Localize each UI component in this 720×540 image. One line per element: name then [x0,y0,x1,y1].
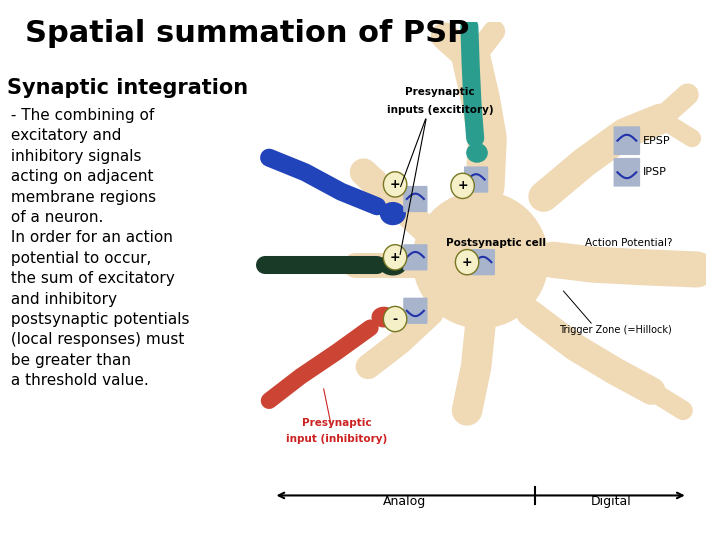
Ellipse shape [379,254,406,275]
Text: EPSP: EPSP [643,136,670,146]
Text: +: + [390,251,400,264]
Text: Digital: Digital [590,495,631,508]
Text: Postsynaptic cell: Postsynaptic cell [446,238,546,248]
Circle shape [456,249,479,275]
Text: +: + [457,179,468,192]
Circle shape [384,172,407,197]
Text: Analog: Analog [382,495,426,508]
Ellipse shape [372,307,395,327]
Text: -: - [392,313,397,326]
FancyBboxPatch shape [403,186,428,212]
Text: Synaptic integration: Synaptic integration [7,78,248,98]
Text: - The combining of
 excitatory and
 inhibitory signals
 acting on adjacent
 memb: - The combining of excitatory and inhibi… [6,108,189,388]
Circle shape [384,306,407,332]
Text: +: + [462,255,472,269]
Text: inputs (excititory): inputs (excititory) [387,105,493,115]
Text: Action Potential?: Action Potential? [585,238,673,248]
Text: Trigger Zone (=Hillock): Trigger Zone (=Hillock) [559,325,672,335]
Circle shape [451,173,474,199]
Text: Presynaptic: Presynaptic [405,87,475,97]
Text: input (inhibitory): input (inhibitory) [286,434,387,443]
FancyBboxPatch shape [403,298,428,324]
Circle shape [384,245,407,270]
Ellipse shape [467,144,487,162]
Text: Presynaptic: Presynaptic [302,417,372,428]
FancyBboxPatch shape [403,244,428,271]
Text: IPSP: IPSP [643,167,667,177]
Ellipse shape [413,192,548,328]
Text: +: + [390,178,400,191]
FancyBboxPatch shape [464,166,488,193]
Ellipse shape [380,202,405,225]
Text: Spatial summation of PSP: Spatial summation of PSP [25,19,469,48]
FancyBboxPatch shape [613,158,640,187]
FancyBboxPatch shape [471,249,495,275]
FancyBboxPatch shape [613,126,640,155]
